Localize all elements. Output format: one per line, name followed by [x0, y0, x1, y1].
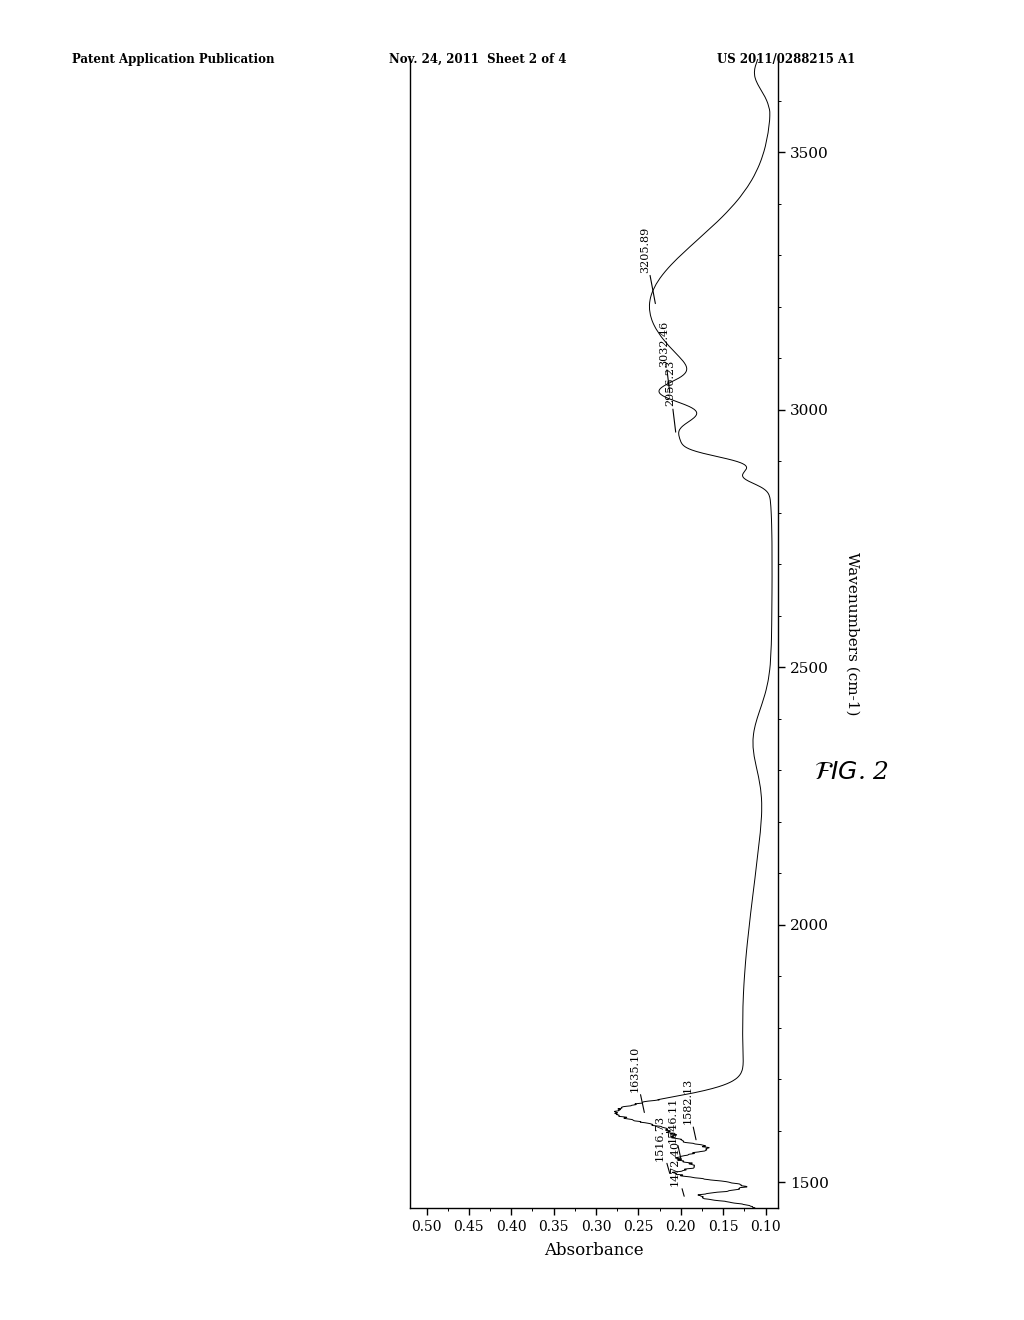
Y-axis label: Wavenumbers (cm-1): Wavenumbers (cm-1)	[846, 552, 860, 715]
Text: 1635.10: 1635.10	[630, 1045, 644, 1113]
Text: 3032.46: 3032.46	[658, 321, 670, 393]
Text: Nov. 24, 2011  Sheet 2 of 4: Nov. 24, 2011 Sheet 2 of 4	[389, 53, 566, 66]
X-axis label: Absorbance: Absorbance	[544, 1242, 644, 1259]
Text: 2956.23: 2956.23	[665, 360, 676, 432]
Text: 1516.73: 1516.73	[654, 1114, 670, 1173]
Text: US 2011/0288215 A1: US 2011/0288215 A1	[717, 53, 855, 66]
Text: Patent Application Publication: Patent Application Publication	[72, 53, 274, 66]
Text: 3205.89: 3205.89	[640, 227, 655, 304]
Text: 1582.13: 1582.13	[683, 1078, 696, 1139]
Text: $\mathcal{F}IG$. 2: $\mathcal{F}IG$. 2	[814, 760, 890, 784]
Text: 1472.40: 1472.40	[670, 1140, 684, 1196]
Text: 1546.11: 1546.11	[668, 1097, 681, 1159]
